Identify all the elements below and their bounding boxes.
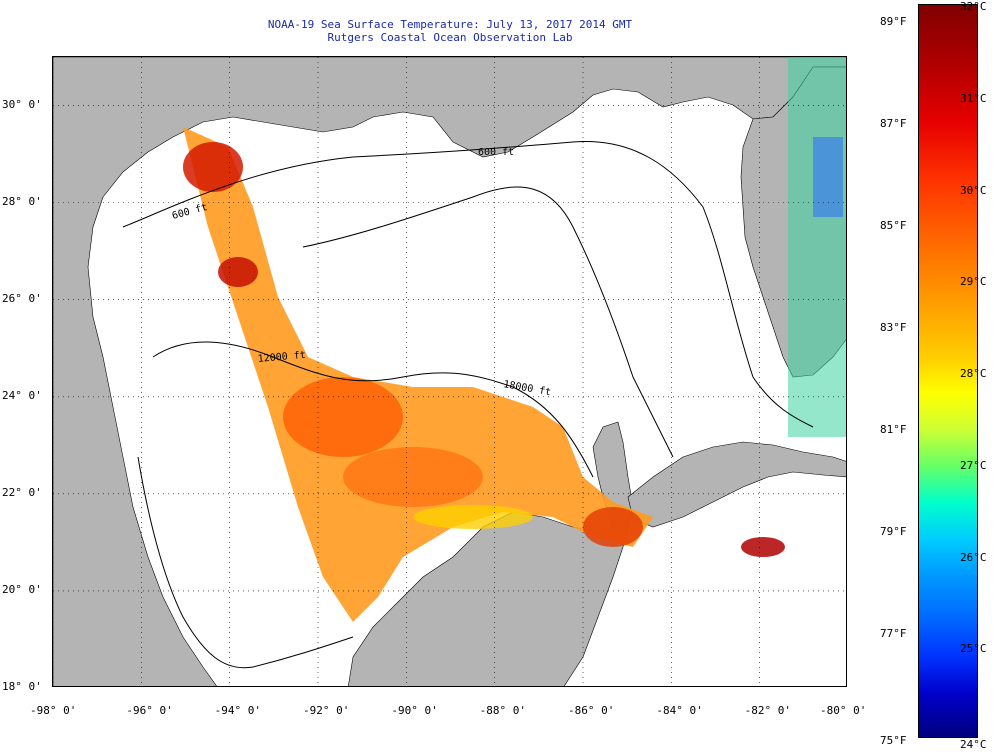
colorbar-f-label: 89°F	[880, 15, 907, 28]
sst-swath	[183, 127, 653, 622]
colorbar-c-label: 29°C	[960, 275, 987, 289]
colorbar-c-label: 24°C	[960, 738, 987, 751]
longitude-tick-label: -82° 0'	[744, 704, 792, 717]
map-canvas: 600 ft 12000 ft 18000 ft 600 ft	[53, 57, 846, 686]
colorbar-f-label: 83°F	[880, 321, 907, 334]
longitude-tick-label: -90° 0'	[391, 704, 438, 717]
sst-hot-caribbean	[741, 537, 785, 557]
colorbar-c-label: 31°C	[960, 91, 987, 105]
latitude-tick-label: 22° 0'	[2, 485, 42, 499]
colorbar-c-label: 30°C	[960, 183, 987, 197]
longitude-tick-label: -98° 0'	[30, 704, 77, 717]
latitude-tick-label: 30° 0'	[2, 97, 42, 111]
colorbar-f-label: 87°F	[880, 117, 907, 130]
colorbar-c-label: 27°C	[960, 458, 987, 472]
latitude-tick-label: 24° 0'	[2, 388, 42, 402]
sst-map: 600 ft 12000 ft 18000 ft 600 ft	[52, 56, 847, 687]
temperature-colorbar	[918, 4, 978, 738]
contour-label: 12000 ft	[257, 350, 306, 365]
sst-warm-south	[343, 447, 483, 507]
contour-layer	[122, 140, 814, 669]
contour-coastal	[137, 456, 354, 669]
land-yucatan	[348, 421, 634, 686]
colorbar-f-label: 85°F	[880, 219, 907, 232]
longitude-tick-label: -84° 0'	[656, 704, 703, 717]
longitude-tick-label: -86° 0'	[568, 704, 615, 717]
sst-warm-central	[283, 377, 403, 457]
colorbar-f-label: 81°F	[880, 423, 907, 436]
map-subtitle: Rutgers Coastal Ocean Observation Lab	[327, 31, 573, 44]
contour-label: 600 ft	[478, 147, 514, 158]
sst-hot-north	[183, 142, 243, 192]
latitude-tick-label: 28° 0'	[2, 194, 42, 208]
latitude-tick-label: 26° 0'	[2, 291, 42, 305]
colorbar-f-label: 75°F	[880, 734, 907, 747]
colorbar-c-label: 32°C	[960, 0, 987, 13]
sst-hot-yucatan-channel	[583, 507, 643, 547]
longitude-tick-label: -88° 0'	[479, 704, 527, 717]
sst-cooler-band	[413, 505, 533, 529]
longitude-tick-label: -92° 0'	[303, 704, 350, 717]
latitude-tick-label: 20° 0'	[2, 582, 42, 596]
map-title: NOAA-19 Sea Surface Temperature: July 13…	[267, 18, 633, 31]
longitude-tick-label: -94° 0'	[214, 704, 262, 717]
colorbar-c-label: 26°C	[960, 550, 987, 564]
longitude-tick-label: -80° 0'	[820, 704, 867, 717]
sst-atlantic-cool	[813, 137, 843, 217]
latitude-tick-label: 18° 0'	[2, 680, 42, 693]
colorbar-f-label: 77°F	[880, 627, 907, 640]
sst-hot-west	[218, 257, 258, 287]
sst-atlantic-strip	[788, 57, 846, 437]
land-cuba	[627, 441, 846, 528]
contour-18000ft	[302, 186, 674, 458]
contour-600ft	[122, 140, 814, 428]
land-us-gulf-coast	[53, 57, 846, 686]
longitude-tick-label: -96° 0'	[126, 704, 173, 717]
colorbar-f-label: 79°F	[880, 525, 907, 538]
colorbar-c-label: 25°C	[960, 642, 987, 656]
colorbar-c-label: 28°C	[960, 367, 987, 380]
grid-layer	[53, 57, 846, 686]
contour-12000ft	[152, 341, 594, 478]
